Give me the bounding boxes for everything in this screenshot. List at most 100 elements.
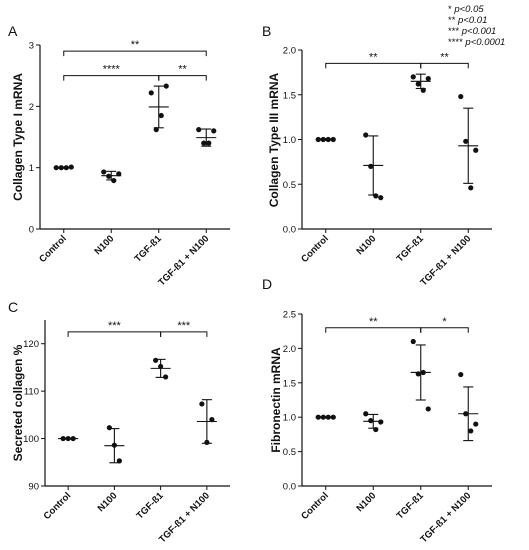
panel-b-chart: B Collagen Type III mRNA 0.0 0.5 1.0 1.5 2.0 Co…: [262, 23, 492, 288]
legend-stars: **: [448, 15, 456, 26]
significance-bracket: [63, 50, 207, 57]
significance-label: *: [442, 316, 447, 328]
y-tick-label: 1.5: [283, 378, 296, 389]
significance-label: **: [369, 316, 378, 328]
legend-line-3: **** p<0.0001: [448, 37, 505, 48]
y-tick-label: 2: [29, 102, 34, 113]
data-point: [111, 177, 117, 184]
data-point: [158, 112, 164, 119]
y-tick-label: 0.5: [283, 447, 296, 458]
x-tick-label: Control: [42, 490, 74, 522]
data-point: [425, 76, 431, 82]
legend-line-0: * p<0.05: [448, 4, 484, 15]
legend-line-2: *** p<0.001: [448, 26, 496, 37]
significance-bracket: [420, 327, 469, 333]
significance-bracket: [158, 75, 207, 81]
data-point: [153, 357, 159, 363]
significance-bracket: [160, 331, 208, 337]
data-point: [373, 193, 379, 199]
y-axis-label: Secreted collagen %: [11, 344, 25, 461]
y-tick-label: 100: [23, 434, 39, 445]
data-point: [196, 127, 202, 133]
data-point: [199, 401, 205, 407]
data-point: [209, 417, 215, 423]
y-tick-label: 1.0: [283, 135, 296, 146]
y-tick-label: 120: [23, 339, 39, 350]
significance-bracket: [63, 75, 160, 81]
y-tick-label: 0.0: [283, 225, 296, 236]
data-point: [410, 74, 416, 80]
x-tick-label: TGF-ß1: [134, 490, 166, 522]
data-point: [363, 132, 369, 138]
y-tick-label: 2.0: [283, 344, 296, 355]
data-point: [148, 90, 154, 96]
data-point: [468, 185, 474, 191]
significance-label: **: [131, 39, 140, 51]
data-point: [425, 406, 431, 412]
data-point: [410, 338, 416, 345]
panel-letter: A: [8, 23, 18, 39]
significance-bracket: [67, 331, 162, 337]
data-point: [201, 140, 207, 146]
significance-bracket: [325, 327, 422, 333]
significance-label: ***: [177, 320, 191, 332]
x-tick-label: Control: [299, 233, 331, 265]
x-tick-label: N100: [355, 233, 379, 257]
data-point: [106, 425, 112, 431]
x-tick-label: TGF-ß1: [395, 233, 427, 265]
data-point: [116, 458, 122, 464]
significance-label: **: [178, 64, 187, 76]
data-point: [473, 147, 479, 153]
data-point: [68, 164, 74, 170]
data-point: [363, 411, 369, 417]
x-tick-label: TGF-ß1 + N100: [418, 233, 473, 288]
legend-text: p<0.001: [459, 26, 496, 37]
y-tick-label: 1.5: [283, 90, 296, 101]
x-tick-label: TGF-ß1: [133, 233, 165, 265]
x-tick-label: TGF-ß1 + N100: [418, 490, 473, 545]
x-tick-label: N100: [355, 490, 379, 514]
data-point: [368, 163, 374, 169]
data-point: [458, 93, 464, 100]
y-tick-label: 1: [29, 163, 34, 174]
y-tick-label: 1.0: [283, 413, 296, 424]
data-point: [468, 428, 474, 434]
legend-stars: ***: [448, 26, 459, 37]
x-tick-label: Control: [37, 233, 69, 265]
x-tick-label: N100: [93, 233, 117, 257]
x-tick-label: TGF-ß1: [395, 490, 427, 522]
panel-c-chart: C Secreted collagen % 90 100 110 120 Control N1…: [8, 299, 230, 545]
data-point: [473, 421, 479, 427]
legend-stars: *: [448, 4, 452, 15]
legend-text: p<0.05: [452, 4, 485, 15]
panel-letter: D: [262, 276, 272, 292]
y-tick-label: 2.5: [283, 310, 296, 321]
legend-text: p<0.0001: [463, 37, 506, 48]
y-tick-label: 2.0: [283, 46, 296, 57]
y-tick-label: 3: [29, 41, 34, 52]
panel-d-chart: D Fibronectin mRNA 0.0 0.5 1.0 1.5 2.0 2.5 Contr…: [262, 276, 492, 545]
legend-line-1: ** p<0.01: [448, 15, 487, 26]
legend-stars: ****: [448, 37, 463, 48]
panel-a-chart: A Collagen Type I mRNA 0 1 2 3 Control N100 TGF-…: [8, 23, 230, 288]
panel-letter: C: [8, 299, 18, 315]
y-tick-label: 0: [29, 225, 34, 236]
data-point: [106, 173, 112, 179]
data-point: [211, 128, 217, 134]
significance-bracket: [420, 62, 469, 69]
data-point: [378, 419, 384, 425]
data-point: [415, 81, 421, 87]
y-axis-label: Collagen Type III mRNA: [267, 72, 281, 207]
x-tick-label: N100: [96, 490, 120, 514]
y-axis-label: Fibronectin mRNA: [269, 347, 283, 453]
data-point: [368, 418, 374, 424]
data-point: [101, 169, 107, 175]
significance-label: ****: [103, 64, 121, 76]
y-tick-label: 90: [28, 482, 39, 493]
data-point: [378, 195, 384, 201]
data-point: [206, 140, 212, 146]
y-tick-label: 0.0: [283, 482, 296, 493]
y-tick-label: 110: [24, 387, 39, 398]
data-point: [463, 138, 469, 144]
